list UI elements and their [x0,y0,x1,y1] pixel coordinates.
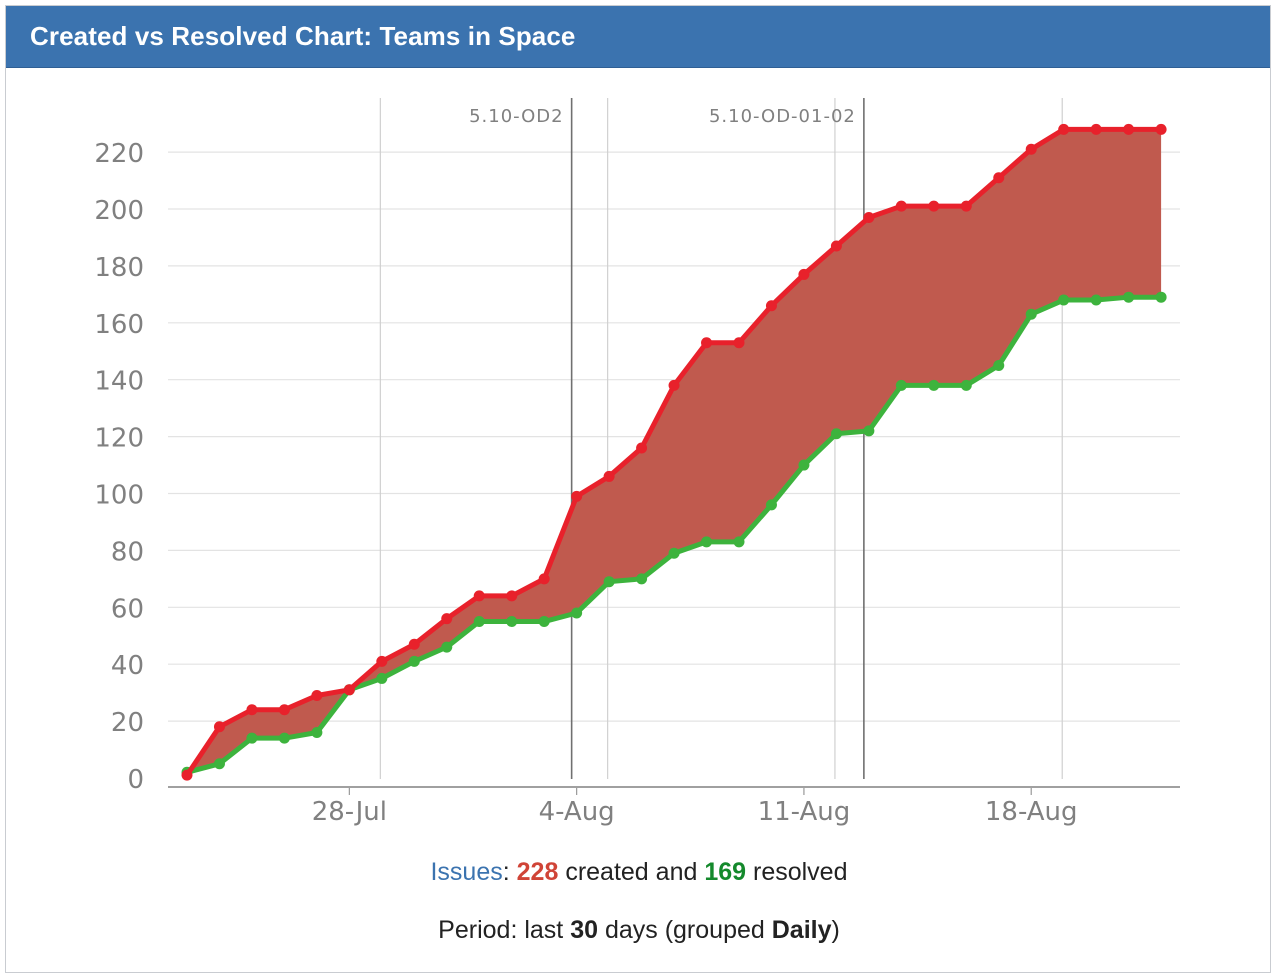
created-point [213,721,225,733]
resolved-point [701,536,713,548]
unresolved-gap-area [187,129,1162,776]
period-suffix: ) [831,916,840,944]
period-days: 30 [570,916,598,944]
created-point [1123,123,1135,135]
resolved-point [473,616,485,628]
resolved-point [863,425,875,437]
resolved-count: 169 [704,858,747,886]
created-point [506,590,518,602]
created-point [181,769,193,781]
resolved-point [765,499,777,511]
version-label: 5.10-OD-01-02 [709,106,856,127]
resolved-point [538,616,550,628]
gadget-title: Created vs Resolved Chart: Teams in Spac… [30,21,576,51]
x-tick-label: 18-Aug [985,797,1078,827]
created-point [895,200,907,212]
resolved-point [1090,294,1102,306]
created-point [636,442,648,454]
period-summary: Period: last 30 days (grouped Daily) [0,916,1278,945]
created-vs-resolved-chart: 0 20 40 60 80 100 120 140 160 180 200 220 28-Jul 4-Au… [94,98,1180,827]
y-tick-label: 120 [94,424,144,454]
created-count: 228 [516,858,559,886]
resolved-text: resolved [753,858,848,886]
created-point [343,684,355,696]
y-tick-label: 0 [127,765,144,795]
resolved-point [636,573,648,585]
version-label: 5.10-OD2 [469,106,564,127]
resolved-point [668,547,680,559]
created-point [408,638,420,650]
resolved-point [895,379,907,391]
created-point [376,655,388,667]
created-point [701,337,713,349]
resolved-point [571,607,583,619]
created-point [928,200,940,212]
x-tick-label: 4-Aug [539,797,615,827]
created-point [441,613,453,625]
created-point [993,172,1005,184]
y-tick-label: 180 [94,253,144,283]
resolved-point [506,616,518,628]
period-prefix: Period: last [438,916,564,944]
y-tick-label: 220 [94,139,144,169]
resolved-point [830,428,842,440]
resolved-point [733,536,745,548]
resolved-point [928,379,940,391]
resolved-point [376,672,388,684]
resolved-point [798,459,810,471]
y-tick-label: 160 [94,310,144,340]
created-point [473,590,485,602]
created-point [733,337,745,349]
resolved-point [278,732,290,744]
created-point [1025,143,1037,155]
y-tick-label: 200 [94,196,144,226]
created-point [1058,123,1070,135]
resolved-point [1155,291,1167,303]
resolved-point [1025,308,1037,320]
resolved-point [408,655,420,667]
created-point [798,268,810,280]
created-point [278,704,290,716]
created-point [246,704,258,716]
resolved-point [960,379,972,391]
issues-colon: : [502,858,510,886]
y-tick-label: 140 [94,367,144,397]
period-grouping: Daily [771,916,832,944]
resolved-point [1123,291,1135,303]
created-point [863,212,875,224]
issues-summary: Issues: 228 created and 169 resolved [0,858,1278,887]
created-point [830,240,842,252]
created-point [668,379,680,391]
created-point [311,689,323,701]
resolved-point [1058,294,1070,306]
y-tick-label: 60 [111,594,144,624]
resolved-point [213,758,225,770]
created-text: created and [565,858,698,886]
resolved-point [993,359,1005,371]
y-tick-label: 40 [111,651,144,681]
gadget-header: Created vs Resolved Chart: Teams in Spac… [6,6,1270,68]
resolved-point [311,726,323,738]
created-point [765,300,777,312]
period-mid: days (grouped [604,916,765,944]
created-point [603,470,615,482]
y-tick-label: 100 [94,481,144,511]
resolved-point [246,732,258,744]
y-tick-label: 20 [111,708,144,738]
x-tick-label: 28-Jul [312,797,387,827]
x-tick-label: 11-Aug [758,797,851,827]
created-point [571,490,583,502]
resolved-point [603,576,615,588]
resolved-point [441,641,453,653]
y-tick-label: 80 [111,537,144,567]
created-point [1155,123,1167,135]
created-point [960,200,972,212]
created-point [538,573,550,585]
issues-link[interactable]: Issues [430,858,503,886]
created-point [1090,123,1102,135]
